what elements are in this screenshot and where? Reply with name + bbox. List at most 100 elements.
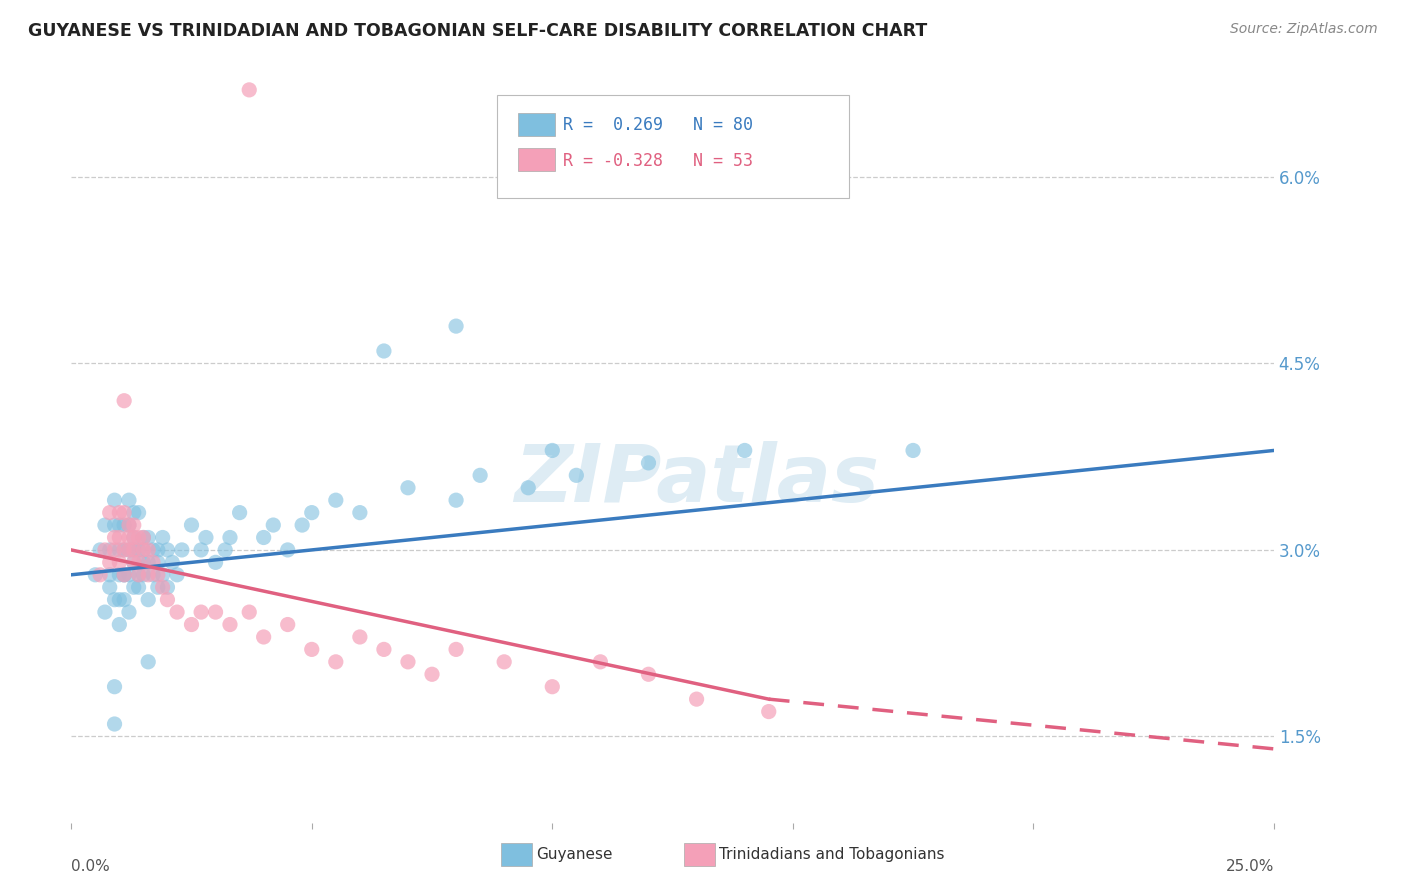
Point bbox=[146, 567, 169, 582]
Point bbox=[112, 592, 135, 607]
Text: ZIPatlas: ZIPatlas bbox=[515, 442, 879, 519]
Point bbox=[89, 543, 111, 558]
Point bbox=[136, 555, 159, 569]
Point bbox=[122, 506, 145, 520]
Point bbox=[373, 642, 395, 657]
Point bbox=[214, 543, 236, 558]
Point bbox=[142, 555, 165, 569]
Point bbox=[253, 531, 276, 545]
Point bbox=[349, 630, 371, 644]
Point bbox=[98, 567, 121, 582]
Point bbox=[98, 555, 121, 569]
Point bbox=[128, 567, 150, 582]
Point bbox=[190, 543, 212, 558]
Point bbox=[94, 605, 117, 619]
Point bbox=[204, 605, 226, 619]
Point bbox=[146, 580, 169, 594]
Point bbox=[103, 531, 125, 545]
Point bbox=[162, 555, 184, 569]
Point bbox=[734, 443, 756, 458]
Point bbox=[128, 543, 150, 558]
Point bbox=[89, 567, 111, 582]
Point bbox=[112, 543, 135, 558]
Point bbox=[103, 592, 125, 607]
Text: Source: ZipAtlas.com: Source: ZipAtlas.com bbox=[1230, 22, 1378, 37]
Point bbox=[128, 580, 150, 594]
Point bbox=[277, 617, 299, 632]
Point bbox=[565, 468, 588, 483]
Point bbox=[122, 555, 145, 569]
Point bbox=[180, 518, 202, 533]
Point bbox=[325, 493, 347, 508]
Point bbox=[190, 605, 212, 619]
Point bbox=[396, 481, 419, 495]
Point bbox=[758, 705, 780, 719]
Point bbox=[132, 531, 155, 545]
Point bbox=[396, 655, 419, 669]
Point bbox=[112, 543, 135, 558]
Point bbox=[136, 543, 159, 558]
Point bbox=[112, 393, 135, 408]
Point bbox=[103, 717, 125, 731]
Point bbox=[301, 642, 323, 657]
Point bbox=[468, 468, 491, 483]
Point bbox=[108, 518, 131, 533]
Point bbox=[517, 481, 540, 495]
Point bbox=[373, 343, 395, 358]
Point bbox=[112, 518, 135, 533]
Point bbox=[94, 543, 117, 558]
Text: 25.0%: 25.0% bbox=[1226, 859, 1274, 874]
Point bbox=[118, 543, 141, 558]
Point bbox=[118, 518, 141, 533]
Point bbox=[118, 605, 141, 619]
Point bbox=[84, 567, 107, 582]
Point bbox=[122, 580, 145, 594]
Point bbox=[112, 567, 135, 582]
Point bbox=[253, 630, 276, 644]
Point bbox=[98, 543, 121, 558]
Point bbox=[118, 531, 141, 545]
Point bbox=[228, 506, 250, 520]
Point bbox=[94, 518, 117, 533]
Point bbox=[901, 443, 924, 458]
Point bbox=[98, 506, 121, 520]
Point bbox=[103, 518, 125, 533]
Point bbox=[152, 531, 174, 545]
Point bbox=[98, 580, 121, 594]
Point bbox=[291, 518, 314, 533]
Point bbox=[108, 567, 131, 582]
Point bbox=[108, 543, 131, 558]
Point bbox=[219, 617, 242, 632]
Point bbox=[420, 667, 443, 681]
Point bbox=[128, 531, 150, 545]
Point bbox=[277, 543, 299, 558]
Point bbox=[685, 692, 707, 706]
Text: GUYANESE VS TRINIDADIAN AND TOBAGONIAN SELF-CARE DISABILITY CORRELATION CHART: GUYANESE VS TRINIDADIAN AND TOBAGONIAN S… bbox=[28, 22, 928, 40]
Text: 0.0%: 0.0% bbox=[72, 859, 110, 874]
Point bbox=[146, 555, 169, 569]
Text: R = -0.328   N = 53: R = -0.328 N = 53 bbox=[564, 152, 754, 169]
Point bbox=[238, 605, 260, 619]
Point bbox=[444, 493, 467, 508]
Point bbox=[238, 83, 260, 97]
Point bbox=[132, 567, 155, 582]
Point bbox=[103, 493, 125, 508]
Point bbox=[122, 531, 145, 545]
Point bbox=[541, 680, 564, 694]
Point bbox=[152, 580, 174, 594]
Point bbox=[103, 680, 125, 694]
Point bbox=[136, 531, 159, 545]
Point bbox=[444, 319, 467, 334]
Point bbox=[166, 605, 188, 619]
Point bbox=[108, 555, 131, 569]
Point bbox=[118, 567, 141, 582]
Point bbox=[122, 531, 145, 545]
Point bbox=[136, 655, 159, 669]
Point bbox=[122, 555, 145, 569]
Point bbox=[142, 543, 165, 558]
Point bbox=[118, 518, 141, 533]
Point bbox=[112, 506, 135, 520]
Point bbox=[132, 543, 155, 558]
Point bbox=[219, 531, 242, 545]
Point bbox=[166, 567, 188, 582]
